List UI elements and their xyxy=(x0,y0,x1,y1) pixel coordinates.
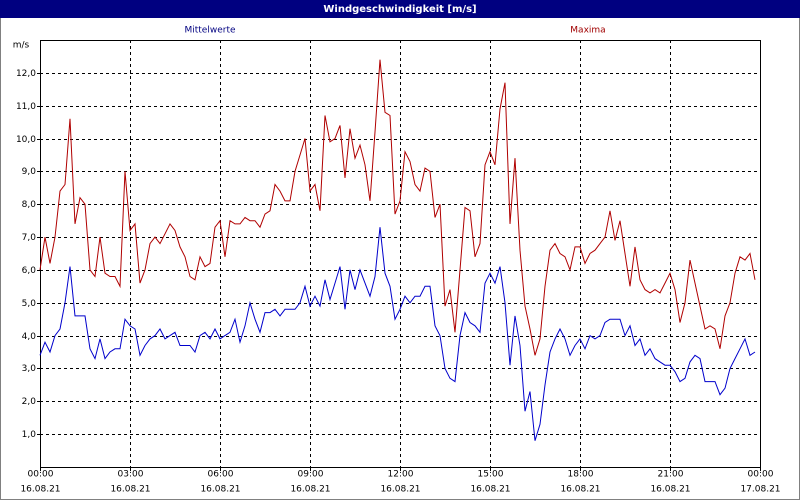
x-tick-date: 16.08.21 xyxy=(380,485,420,495)
y-tick-label: 5,0 xyxy=(22,299,37,309)
y-tick-label: 12,0 xyxy=(16,69,36,79)
x-tick-date: 16.08.21 xyxy=(470,485,510,495)
y-tick-label: 10,0 xyxy=(16,135,36,145)
y-tick-label: 4,0 xyxy=(22,332,37,342)
x-tick-label: 06:00 xyxy=(208,470,234,480)
y-tick-label: 1,0 xyxy=(22,430,37,440)
x-tick-date: 16.08.21 xyxy=(110,485,150,495)
chart-title: Windgeschwindigkeit [m/s] xyxy=(323,4,476,15)
y-tick-label: 7,0 xyxy=(22,233,37,243)
x-tick-date: 16.08.21 xyxy=(200,485,240,495)
x-tick-label: 21:00 xyxy=(658,470,684,480)
y-tick-label: 11,0 xyxy=(16,102,36,112)
x-tick-label: 00:00 xyxy=(28,470,54,480)
y-tick-label: 8,0 xyxy=(22,200,37,210)
x-tick-date: 16.08.21 xyxy=(290,485,330,495)
x-tick-label: 09:00 xyxy=(298,470,324,480)
x-tick-label: 18:00 xyxy=(568,470,594,480)
title-bar xyxy=(0,0,800,18)
x-tick-date: 17.08.21 xyxy=(740,485,780,495)
x-tick-label: 03:00 xyxy=(118,470,144,480)
series-line xyxy=(39,59,756,356)
x-tick-label: 12:00 xyxy=(388,470,414,480)
y-tick-label: 9,0 xyxy=(22,167,37,177)
series-line xyxy=(39,227,756,441)
x-tick-date: 16.08.21 xyxy=(650,485,690,495)
x-tick-label: 00:00 xyxy=(748,470,774,480)
x-tick-date: 16.08.21 xyxy=(20,485,60,495)
legend-label: Mittelwerte xyxy=(184,26,235,36)
legend-label: Maxima xyxy=(570,26,605,36)
y-tick-label: 3,0 xyxy=(22,364,37,374)
y-axis-label: m/s xyxy=(13,41,30,51)
x-tick-label: 15:00 xyxy=(478,470,504,480)
y-tick-label: 6,0 xyxy=(22,266,37,276)
x-tick-date: 16.08.21 xyxy=(560,485,600,495)
y-tick-label: 2,0 xyxy=(22,397,37,407)
